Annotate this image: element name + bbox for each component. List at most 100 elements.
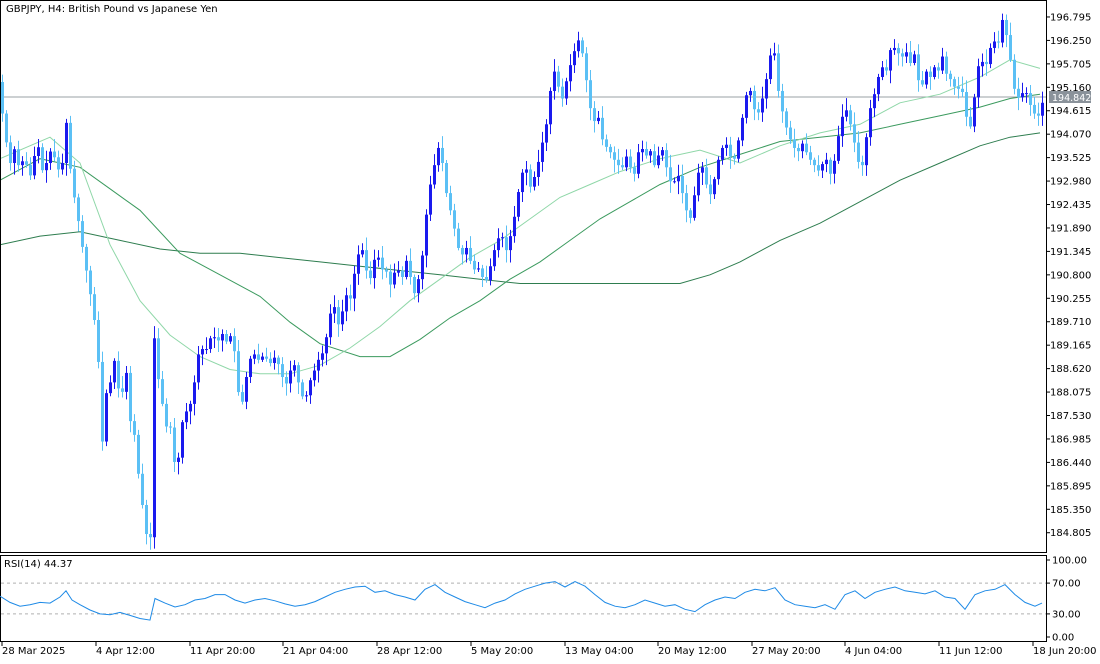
- candle-body: [841, 116, 844, 137]
- candle-body: [581, 40, 584, 54]
- candle-body: [593, 108, 596, 122]
- candle-body: [329, 313, 332, 338]
- candle-body: [9, 142, 12, 164]
- candle-body: [621, 165, 624, 168]
- candle-body: [973, 97, 976, 127]
- candle-body: [301, 382, 304, 397]
- candle-body: [393, 272, 396, 285]
- candle-body: [809, 152, 812, 160]
- candle-body: [949, 73, 952, 80]
- candle-body: [1021, 93, 1024, 98]
- price-pane-frame: [0, 0, 1047, 553]
- rsi-pane[interactable]: 100.00 70.00 30.00 0.00 RSI(14) 44.37: [0, 555, 1087, 644]
- candle-body: [857, 142, 860, 162]
- candle-body: [701, 167, 704, 173]
- rsi-title: RSI(14) 44.37: [4, 559, 73, 570]
- candle-body: [901, 53, 904, 57]
- price-tick-label: 188.620: [1050, 364, 1091, 375]
- candle-body: [101, 361, 104, 442]
- candle-body: [941, 56, 944, 71]
- rsi-pane-frame: [0, 555, 1047, 642]
- candle-body: [945, 56, 948, 74]
- candle-body: [281, 364, 284, 378]
- candle-body: [865, 137, 868, 166]
- candle-body: [421, 255, 424, 280]
- candle-body: [573, 51, 576, 66]
- candle-body: [953, 79, 956, 87]
- candle-body: [661, 150, 664, 156]
- candle-body: [937, 67, 940, 71]
- price-tick-label: 185.895: [1050, 481, 1091, 492]
- candle-body: [305, 395, 308, 397]
- time-tick-label: 18 Jun 20:00: [1033, 646, 1097, 657]
- candle-body: [733, 156, 736, 159]
- candle-body: [93, 294, 96, 321]
- candle-body: [357, 254, 360, 274]
- price-tick-label: 185.350: [1050, 505, 1091, 516]
- candle-body: [345, 295, 348, 312]
- candle-body: [553, 71, 556, 91]
- candle-body: [917, 54, 920, 81]
- candle-body: [313, 370, 316, 381]
- candle-body: [465, 247, 468, 255]
- candle-body: [653, 151, 656, 166]
- candle-body: [285, 377, 288, 384]
- candle-body: [161, 379, 164, 404]
- candle-body: [473, 260, 476, 270]
- price-tick-label: 188.075: [1050, 388, 1091, 399]
- candle-body: [169, 426, 172, 428]
- candle-body: [145, 504, 148, 535]
- candle-body: [817, 165, 820, 171]
- candle-body: [513, 216, 516, 237]
- rsi-line-group: [0, 581, 1043, 621]
- candle-body: [65, 122, 68, 164]
- candle-body: [641, 149, 644, 153]
- candle-body: [837, 136, 840, 161]
- candle-body: [961, 88, 964, 93]
- candle-body: [297, 365, 300, 383]
- candle-body: [325, 337, 328, 354]
- rsi-tick-label: 100.00: [1052, 556, 1087, 567]
- candle-body: [729, 144, 732, 157]
- price-tick-label: 190.255: [1050, 294, 1091, 305]
- candle-body: [429, 184, 432, 215]
- price-tick-label: 191.890: [1050, 223, 1091, 234]
- candle-body: [333, 307, 336, 314]
- candle-body: [797, 147, 800, 152]
- candle-body: [209, 338, 212, 350]
- candle-body: [761, 98, 764, 113]
- price-pane[interactable]: 196.795 196.250 195.705 195.160 194.615 194.0…: [0, 0, 1091, 553]
- candle-body: [445, 163, 448, 194]
- candle-body: [821, 164, 824, 171]
- candle-body: [585, 53, 588, 81]
- candle-body: [541, 142, 544, 162]
- time-tick-label: 28 Mar 2025: [2, 646, 65, 657]
- candle-body: [793, 139, 796, 148]
- candle-body: [409, 260, 412, 277]
- candle-body: [1013, 59, 1016, 89]
- price-tick-label: 195.705: [1050, 59, 1091, 70]
- candle-body: [241, 392, 244, 402]
- candle-body: [673, 181, 676, 183]
- price-tick-label: 196.250: [1050, 36, 1091, 47]
- candle-body: [989, 47, 992, 65]
- price-tick-label: 194.070: [1050, 130, 1091, 141]
- candle-body: [49, 151, 52, 164]
- candle-body: [601, 117, 604, 140]
- candle-body: [201, 349, 204, 355]
- candle-body: [605, 139, 608, 147]
- candle-body: [629, 156, 632, 168]
- candle-body: [349, 295, 352, 299]
- candle-body: [309, 380, 312, 396]
- candle-body: [129, 372, 132, 422]
- candle-body: [785, 111, 788, 128]
- candle-body: [1017, 88, 1020, 98]
- current-price-tag: [1049, 91, 1091, 103]
- candle-body: [713, 179, 716, 195]
- candle-body: [845, 110, 848, 117]
- chart-title: GBPJPY, H4: British Pound vs Japanese Ye…: [6, 4, 218, 15]
- candle-body: [69, 122, 72, 169]
- time-tick-label: 11 Apr 20:00: [190, 646, 255, 657]
- candle-body: [721, 147, 724, 160]
